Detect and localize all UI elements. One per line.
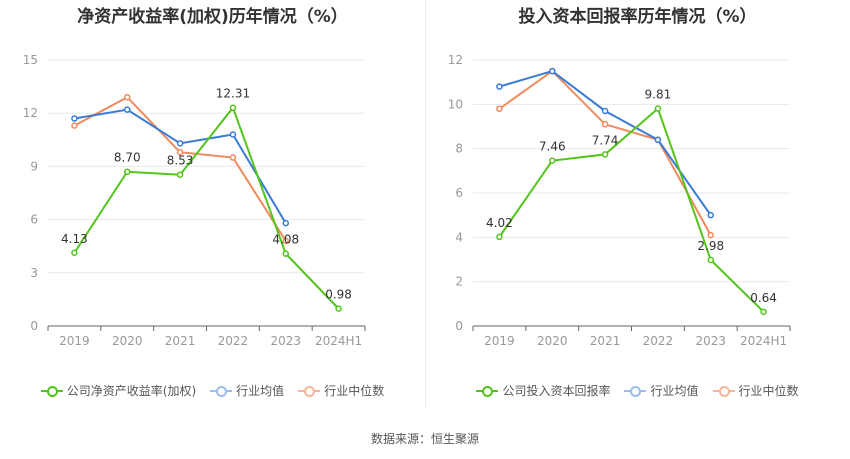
legend-company-label: 公司投入资本回报率 <box>502 384 611 398</box>
data-label: 0.98 <box>325 288 352 302</box>
legend-avg-label: 行业均值 <box>650 384 699 398</box>
y-tick-label: 15 <box>23 53 38 67</box>
data-point-median <box>124 93 131 101</box>
data-source-note: 数据来源：恒生聚源 <box>370 432 479 446</box>
panel-divider <box>425 0 426 410</box>
data-point-avg <box>229 131 237 138</box>
data-label: 2.98 <box>697 239 724 253</box>
data-point-company <box>601 151 609 158</box>
x-tick-label: 2021 <box>590 334 621 348</box>
x-tick-label: 2021 <box>165 334 196 348</box>
x-tick-label: 2020 <box>537 334 568 348</box>
x-tick-label: 2023 <box>695 334 726 348</box>
data-label: 8.70 <box>114 151 141 165</box>
data-point-median <box>176 148 184 156</box>
data-point-median <box>601 121 609 128</box>
data-point-company <box>760 308 767 316</box>
legend-company-swatch-icon <box>476 385 499 397</box>
data-point-company <box>124 168 131 175</box>
data-point-avg <box>707 211 714 219</box>
roic-chart-legend: 公司投入资本回报率 行业均值 行业中位数 <box>425 382 850 399</box>
series-line-company <box>498 106 765 313</box>
x-tick-label: 2022 <box>218 334 249 348</box>
data-point-company <box>549 157 556 164</box>
roe-chart: 0 3 6 9 12 15 2019 2020 2021 2022 2023 2024H1 4.13 8.… <box>23 53 366 348</box>
x-tick-label: 2024H1 <box>740 334 787 348</box>
legend-item-median[interactable]: 行业中位数 <box>712 382 799 399</box>
y-tick-label: 2 <box>455 275 463 289</box>
data-label: 9.81 <box>645 88 672 102</box>
legend-avg-swatch-icon <box>210 385 233 397</box>
x-tick-label: 2019 <box>484 334 515 348</box>
data-label: 8.53 <box>167 154 194 168</box>
legend-item-avg[interactable]: 行业均值 <box>210 382 284 399</box>
legend-avg-label: 行业均值 <box>236 384 285 398</box>
legend-median-label: 行业中位数 <box>324 384 385 398</box>
data-point-company <box>496 233 503 241</box>
legend-company-swatch-icon <box>40 385 63 397</box>
x-tick-label: 2024H1 <box>315 334 362 348</box>
legend-item-company[interactable]: 公司净资产收益率(加权) <box>40 382 197 399</box>
data-point-company <box>282 250 289 257</box>
data-point-median <box>71 122 78 129</box>
data-point-company <box>707 256 714 264</box>
data-label: 12.31 <box>216 87 250 101</box>
data-label: 0.64 <box>750 291 777 305</box>
data-point-median <box>496 105 503 113</box>
roe-chart-panel: 净资产收益率(加权)历年情况（%） 0 3 6 9 12 15 2019 2020 2021 20… <box>0 0 425 420</box>
data-point-median <box>282 237 289 245</box>
legend-item-avg[interactable]: 行业均值 <box>624 382 699 399</box>
legend-median-swatch-icon <box>712 385 735 397</box>
y-tick-label: 0 <box>30 319 38 333</box>
data-point-avg <box>654 136 662 144</box>
data-point-median <box>229 154 237 161</box>
data-point-avg <box>282 219 289 227</box>
data-point-company <box>71 249 78 257</box>
x-tick-label: 2022 <box>643 334 674 348</box>
data-point-avg <box>176 140 184 147</box>
x-tick-label: 2023 <box>270 334 301 348</box>
legend-median-swatch-icon <box>298 385 321 397</box>
y-tick-label: 8 <box>455 142 463 156</box>
x-tick-label: 2020 <box>112 334 143 348</box>
data-label: 4.02 <box>486 216 513 230</box>
data-point-avg <box>549 67 556 75</box>
data-point-company <box>229 104 237 111</box>
y-tick-label: 0 <box>455 319 463 333</box>
roic-chart-panel: 投入资本回报率历年情况（%） 0 2 4 6 8 10 12 2019 2020 2021 2022… <box>425 0 850 420</box>
data-label: 7.74 <box>592 133 619 147</box>
y-tick-label: 12 <box>23 106 38 120</box>
data-point-avg <box>601 107 609 115</box>
series-line-company <box>73 105 340 310</box>
data-label: 7.46 <box>539 140 566 154</box>
data-point-avg <box>496 83 503 90</box>
x-tick-label: 2019 <box>59 334 90 348</box>
data-label: 4.13 <box>61 232 88 246</box>
data-point-avg <box>71 115 78 122</box>
legend-avg-swatch-icon <box>624 385 647 397</box>
legend-item-company[interactable]: 公司投入资本回报率 <box>476 382 610 399</box>
data-point-company <box>335 305 342 312</box>
roic-chart-title: 投入资本回报率历年情况（%） <box>518 7 757 27</box>
roe-chart-legend: 公司净资产收益率(加权) 行业均值 行业中位数 <box>0 382 425 399</box>
y-tick-label: 6 <box>455 186 463 200</box>
data-point-company <box>176 171 184 178</box>
y-tick-label: 6 <box>30 213 38 227</box>
data-label: 4.08 <box>272 233 299 247</box>
data-point-median <box>707 231 714 239</box>
legend-item-median[interactable]: 行业中位数 <box>298 382 384 399</box>
data-point-avg <box>124 106 131 113</box>
y-tick-label: 4 <box>455 230 463 244</box>
y-tick-label: 3 <box>30 266 38 280</box>
data-point-company <box>654 105 662 112</box>
y-tick-label: 10 <box>448 97 463 111</box>
y-tick-label: 12 <box>448 53 463 67</box>
legend-company-label: 公司净资产收益率(加权) <box>66 384 197 398</box>
roe-chart-title: 净资产收益率(加权)历年情况（%） <box>77 7 348 27</box>
legend-median-label: 行业中位数 <box>738 384 799 398</box>
y-tick-label: 9 <box>30 159 38 173</box>
roic-chart: 0 2 4 6 8 10 12 2019 2020 2021 2022 2023 2024H1 4.02 7… <box>448 53 791 348</box>
